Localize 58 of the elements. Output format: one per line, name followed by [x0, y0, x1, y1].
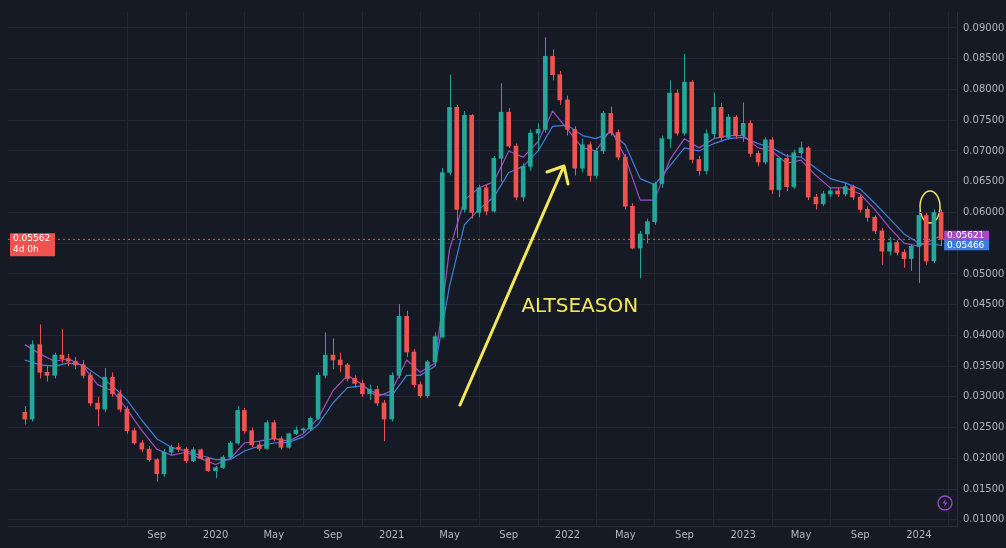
candlestick — [271, 419, 277, 442]
y-tick-label: 0.05000 — [963, 267, 1005, 279]
candlestick — [608, 106, 614, 137]
candlestick — [337, 352, 343, 373]
candlestick — [322, 331, 328, 379]
y-tick-label: 0.03500 — [963, 359, 1005, 371]
candlestick — [645, 218, 650, 244]
data-label: 0.05466 — [947, 239, 985, 250]
x-tick-label: May — [614, 528, 636, 540]
candlestick — [117, 389, 123, 413]
x-tick-label: Sep — [147, 528, 167, 540]
x-tick-label: May — [439, 528, 460, 540]
y-tick-label: 0.02500 — [963, 421, 1005, 433]
candlestick — [110, 371, 115, 398]
candlestick — [763, 136, 768, 165]
y-tick-label: 0.01500 — [963, 482, 1005, 494]
x-tick-label: Sep — [850, 528, 870, 540]
x-tick-label: May — [263, 528, 285, 540]
x-tick-label: May — [790, 528, 812, 540]
candlestick — [637, 230, 643, 279]
y-tick-label: 0.09000 — [963, 21, 1005, 33]
candlestick — [374, 385, 380, 407]
candlestick — [550, 49, 555, 81]
candlestick — [95, 396, 100, 427]
annotation: 4d 0h — [13, 244, 39, 255]
candlestick — [740, 101, 746, 143]
y-tick-label: 0.08000 — [963, 83, 1005, 95]
y-tick-label: 0.04000 — [963, 329, 1005, 340]
candlestick — [733, 114, 738, 140]
candlestick — [52, 352, 58, 379]
x-tick-label: 2023 — [730, 528, 756, 540]
x-tick-label: 2020 — [202, 528, 229, 540]
y-tick-label: 0.06500 — [963, 175, 1005, 187]
y-tick-label: 0.07500 — [963, 113, 1005, 125]
candlestick — [872, 215, 877, 235]
candlestick — [345, 362, 350, 383]
y-tick-label: 0.04500 — [963, 298, 1005, 310]
annotation: ALTSEASON — [521, 293, 639, 318]
candlestick — [249, 427, 254, 448]
x-tick-label: 2021 — [379, 528, 405, 540]
ref-line-label: 0.05562 — [13, 233, 51, 244]
x-tick-label: 2024 — [906, 528, 932, 540]
y-tick-label: 0.06000 — [963, 206, 1005, 218]
y-tick-label: 0.03000 — [963, 390, 1005, 402]
candlestick — [908, 243, 914, 272]
y-tick-label: 0.07000 — [963, 144, 1005, 156]
x-tick-label: Sep — [499, 528, 519, 540]
y-tick-label: 0.08500 — [963, 52, 1005, 64]
data-label: 0.05621 — [947, 230, 985, 241]
y-tick-label: 0.02000 — [963, 451, 1005, 463]
x-tick-label: Sep — [675, 528, 694, 540]
y-tick-label: 0.01000 — [963, 513, 1005, 525]
x-tick-label: Sep — [323, 528, 343, 540]
candlestick — [887, 236, 892, 256]
candlestick — [242, 407, 247, 435]
x-tick-label: 2022 — [554, 528, 581, 540]
candlestick — [725, 113, 731, 141]
candlestick — [154, 457, 160, 483]
